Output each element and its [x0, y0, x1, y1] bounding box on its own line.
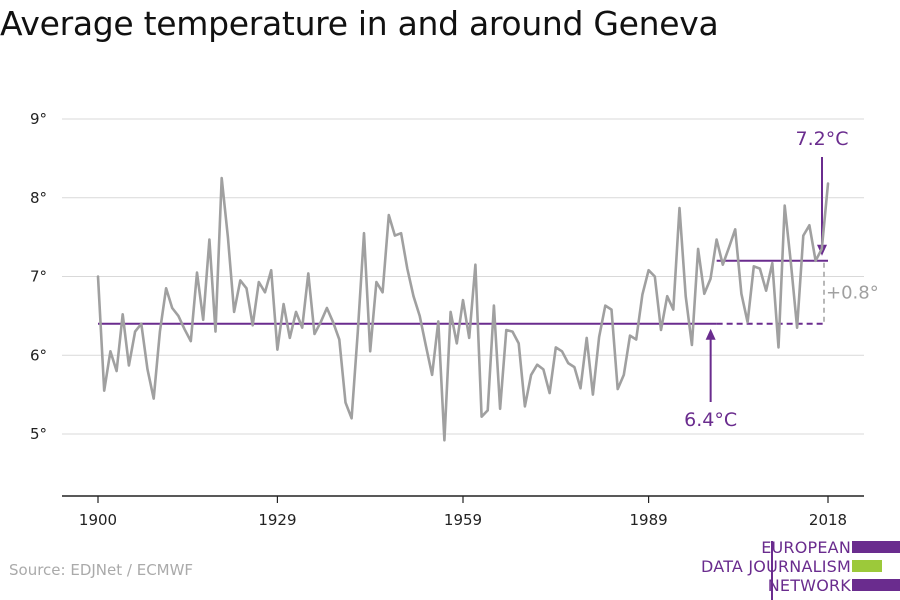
annotation-recent-value: 7.2°C — [796, 128, 849, 150]
x-tick-label-2018: 2018 — [809, 511, 847, 529]
logo-bar-green — [852, 560, 900, 572]
annotation-difference: +0.8° — [826, 282, 879, 303]
y-tick-label-9: 9° — [30, 110, 47, 128]
arrow-6-4-head — [705, 328, 716, 340]
grid-lines — [62, 118, 864, 435]
y-tick-label-6: 6° — [30, 346, 47, 364]
annotation-labels: 6.4°C 7.2°C +0.8° — [684, 128, 879, 431]
logo-text-network: NETWORK — [767, 576, 851, 595]
edjnet-logo: EUROPEAN DATA JOURNALISM NETWORK — [700, 533, 900, 600]
logo-separator — [771, 541, 773, 600]
logo-text-european: EUROPEAN — [761, 538, 851, 557]
y-axis-ticks: 5° 6° 7° 8° 9° — [30, 110, 47, 443]
logo-bar-purple-bottom — [852, 579, 900, 591]
annotation-baseline-value: 6.4°C — [684, 409, 737, 431]
x-tick-label-1959: 1959 — [444, 511, 482, 529]
temperature-series-line — [96, 176, 830, 442]
x-tick-label-1929: 1929 — [258, 511, 296, 529]
x-axis: 1900 1929 1959 1989 2018 — [62, 495, 864, 529]
x-tick-label-1989: 1989 — [629, 511, 667, 529]
chart-title: Average temperature in and around Geneva — [0, 4, 719, 43]
y-tick-label-5: 5° — [30, 425, 47, 443]
y-tick-label-8: 8° — [30, 189, 47, 207]
logo-text-data-journalism: DATA JOURNALISM — [701, 557, 851, 576]
y-tick-label-7: 7° — [30, 268, 47, 286]
source-note: Source: EDJNet / ECMWF — [9, 561, 194, 579]
x-tick-label-1900: 1900 — [79, 511, 117, 529]
logo-bar-purple-top — [852, 541, 900, 553]
